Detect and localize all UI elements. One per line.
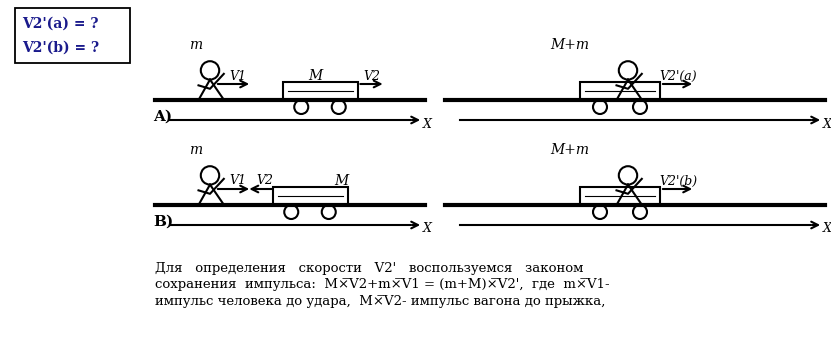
Text: m: m — [189, 143, 203, 157]
Text: M: M — [307, 69, 322, 83]
Text: X: X — [422, 222, 431, 236]
Text: M+m: M+m — [550, 38, 589, 52]
Text: Для   определения   скорости   V2'   воспользуемся   законом: Для определения скорости V2' воспользуем… — [155, 262, 583, 275]
Text: V2'(a): V2'(a) — [659, 69, 697, 82]
Text: A): A) — [153, 110, 172, 124]
Text: M: M — [334, 174, 349, 188]
Bar — [273, 187, 347, 205]
Text: V2: V2 — [363, 69, 380, 82]
Bar — [580, 187, 660, 205]
Bar — [283, 82, 357, 100]
Text: m: m — [189, 38, 203, 52]
Text: X: X — [422, 118, 431, 131]
Bar — [580, 82, 660, 100]
Text: M+m: M+m — [550, 143, 589, 157]
Text: V2'(a) = ?: V2'(a) = ? — [22, 16, 99, 31]
Text: V1: V1 — [229, 175, 247, 187]
Text: сохранения  импульса:  M×̅V2+m×̅V1 = (m+M)×̅V2',  где  m×̅V1-: сохранения импульса: M×̅V2+m×̅V1 = (m+M)… — [155, 278, 610, 291]
Text: B): B) — [153, 215, 173, 229]
Text: V1: V1 — [229, 69, 247, 82]
Text: X: X — [823, 118, 831, 131]
Text: X: X — [823, 222, 831, 236]
Text: V2'(b): V2'(b) — [659, 175, 697, 187]
Text: импульс человека до удара,  M×̅V2- импульс вагона до прыжка,: импульс человека до удара, M×̅V2- импуль… — [155, 295, 605, 308]
Bar — [15, 8, 130, 63]
Text: V2'(b) = ?: V2'(b) = ? — [22, 41, 99, 55]
Text: V2: V2 — [256, 175, 273, 187]
